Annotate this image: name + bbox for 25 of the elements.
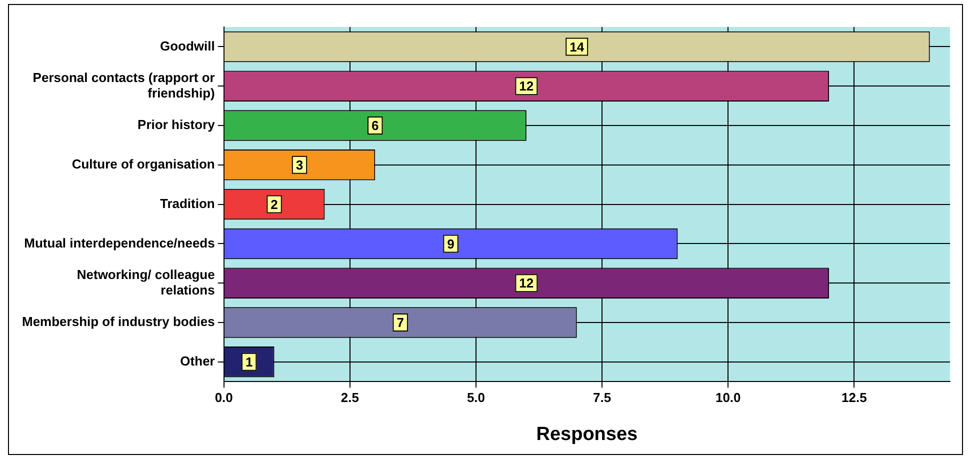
data-label: 14	[570, 39, 585, 54]
y-tick-label: Culture of organisation	[72, 156, 215, 172]
x-tick-label: 7.5	[593, 390, 612, 405]
x-tick-label: 5.0	[466, 390, 486, 405]
x-axis-title: Responses	[536, 424, 638, 445]
y-tick-label: Tradition	[160, 196, 215, 211]
data-label: 1	[245, 354, 253, 370]
data-label: 12	[519, 78, 534, 94]
data-label: 9	[447, 236, 454, 252]
y-tick-label: Networking/ colleague relations	[76, 266, 215, 298]
x-tick-label: 0.0	[214, 390, 233, 405]
x-tick-label: 2.5	[340, 390, 359, 405]
x-tick-label: 12.5	[842, 390, 867, 405]
data-label: 7	[396, 315, 404, 330]
data-label: 12	[519, 276, 534, 291]
data-label: 3	[296, 157, 304, 172]
data-label: 2	[270, 196, 278, 212]
y-tick-label: Goodwill	[160, 38, 215, 54]
y-tick-label: Membership of industry bodies	[22, 314, 215, 330]
y-tick-label: Personal contacts (rapport or friendship)	[32, 70, 215, 100]
y-tick-label: Other	[180, 353, 215, 368]
y-tick-label: Prior history	[138, 117, 216, 132]
data-label: 6	[372, 118, 379, 134]
x-tick-label: 10.0	[715, 390, 741, 405]
y-tick-label: Mutual interdependence/needs	[24, 235, 215, 250]
